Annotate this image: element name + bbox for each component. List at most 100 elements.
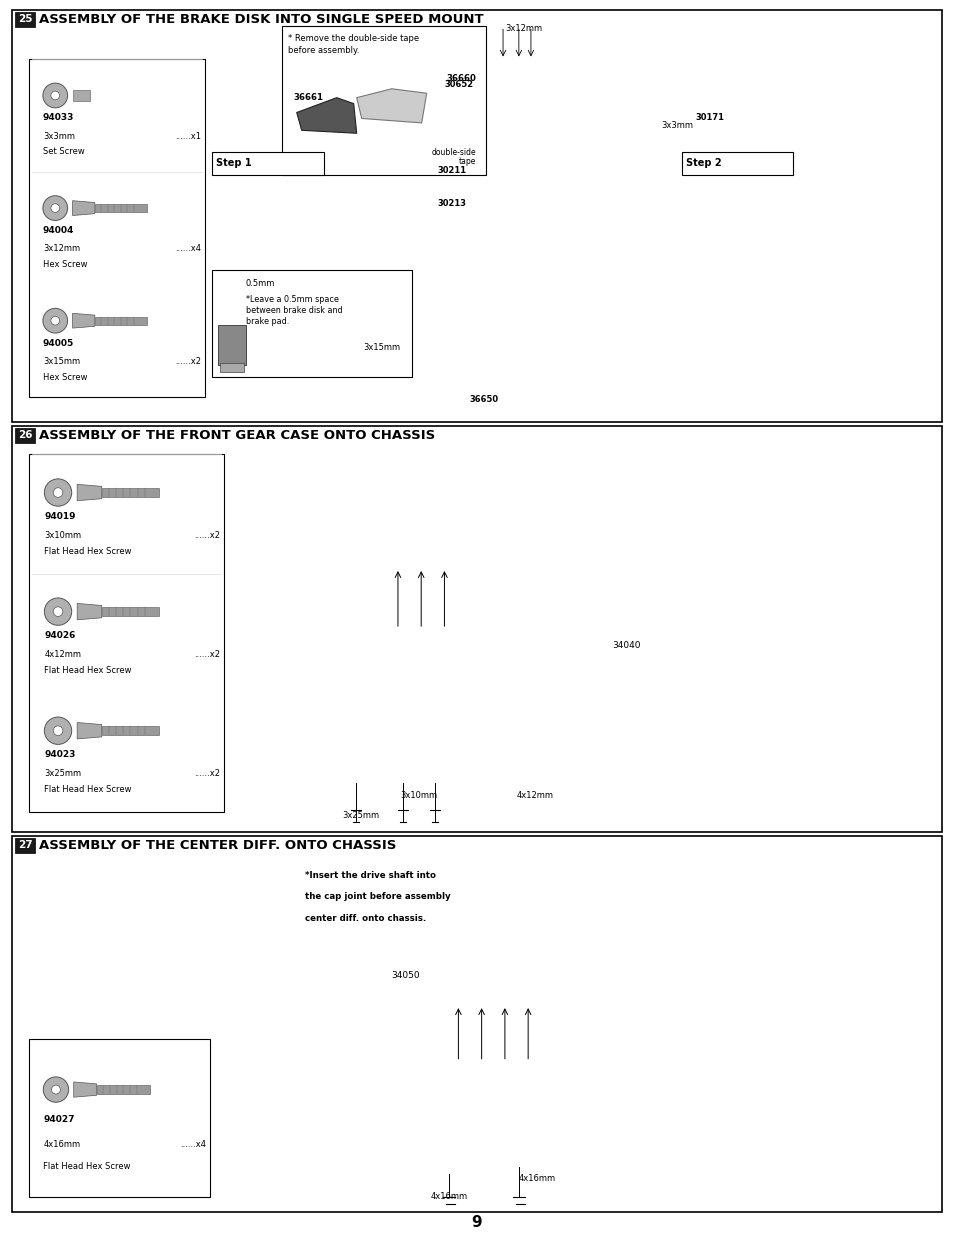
Text: Flat Head Hex Screw: Flat Head Hex Screw <box>45 547 132 556</box>
Text: 3x3mm: 3x3mm <box>43 131 74 141</box>
Text: 94033: 94033 <box>43 114 74 122</box>
Text: ASSEMBLY OF THE BRAKE DISK INTO SINGLE SPEED MOUNT: ASSEMBLY OF THE BRAKE DISK INTO SINGLE S… <box>39 14 483 26</box>
Text: 94019: 94019 <box>45 511 76 521</box>
Polygon shape <box>356 89 426 124</box>
Bar <box>212 152 323 175</box>
Bar <box>102 726 159 735</box>
Polygon shape <box>77 722 102 739</box>
Text: 4x16mm: 4x16mm <box>430 1193 467 1202</box>
Text: ASSEMBLY OF THE FRONT GEAR CASE ONTO CHASSIS: ASSEMBLY OF THE FRONT GEAR CASE ONTO CHA… <box>39 429 435 442</box>
Text: 27: 27 <box>18 841 32 851</box>
Bar <box>12 426 941 832</box>
Text: 3x3mm: 3x3mm <box>660 121 693 130</box>
Text: 3x25mm: 3x25mm <box>342 811 379 820</box>
Text: Hex Screw: Hex Screw <box>43 259 88 269</box>
Text: ......x2: ......x2 <box>193 769 220 778</box>
Polygon shape <box>296 98 356 133</box>
Circle shape <box>53 726 63 736</box>
Text: *Leave a 0.5mm space: *Leave a 0.5mm space <box>246 295 338 304</box>
Text: ......x2: ......x2 <box>175 357 201 366</box>
Text: Flat Head Hex Screw: Flat Head Hex Screw <box>45 785 132 794</box>
Polygon shape <box>77 484 102 500</box>
Circle shape <box>43 309 68 333</box>
Text: before assembly.: before assembly. <box>288 47 358 56</box>
Text: *Insert the drive shaft into: *Insert the drive shaft into <box>305 871 436 881</box>
Text: 3x15mm: 3x15mm <box>363 343 400 352</box>
Bar <box>15 429 35 443</box>
Circle shape <box>43 195 68 221</box>
Text: 3x25mm: 3x25mm <box>45 769 81 778</box>
Text: 94005: 94005 <box>43 338 74 348</box>
Bar <box>15 839 35 853</box>
Text: 94027: 94027 <box>43 1115 74 1124</box>
Text: 30213: 30213 <box>437 199 466 209</box>
Circle shape <box>53 488 63 498</box>
Text: 25: 25 <box>18 15 32 25</box>
Polygon shape <box>77 604 102 620</box>
Text: 94026: 94026 <box>45 631 75 640</box>
Bar <box>220 363 244 372</box>
Text: 0.5mm: 0.5mm <box>246 279 275 288</box>
Bar <box>29 454 224 811</box>
Text: the cap joint before assembly: the cap joint before assembly <box>305 893 450 902</box>
Bar <box>102 488 159 496</box>
Polygon shape <box>72 314 94 329</box>
Text: 94004: 94004 <box>43 226 74 235</box>
Text: ......x2: ......x2 <box>193 531 220 540</box>
Circle shape <box>45 598 71 625</box>
Bar <box>15 12 35 27</box>
Bar <box>12 836 941 1212</box>
Text: 9: 9 <box>471 1215 482 1230</box>
Text: Flat Head Hex Screw: Flat Head Hex Screw <box>45 667 132 676</box>
Bar <box>12 10 941 422</box>
Text: 30652: 30652 <box>444 80 473 89</box>
Bar <box>96 1086 150 1094</box>
Bar <box>94 316 147 325</box>
Bar <box>680 152 792 175</box>
Circle shape <box>43 1077 69 1103</box>
Text: 4x16mm: 4x16mm <box>43 1140 80 1149</box>
Text: 34050: 34050 <box>391 971 419 979</box>
Bar <box>102 608 159 616</box>
Text: Step 2: Step 2 <box>685 158 720 168</box>
Bar <box>94 204 147 212</box>
Text: 4x16mm: 4x16mm <box>518 1173 556 1183</box>
Bar <box>72 90 91 101</box>
Bar <box>29 1039 210 1197</box>
Text: 4x12mm: 4x12mm <box>45 650 81 658</box>
Bar <box>29 59 205 398</box>
Text: between brake disk and: between brake disk and <box>246 305 342 315</box>
Circle shape <box>51 316 59 325</box>
Bar <box>281 26 486 175</box>
Text: center diff. onto chassis.: center diff. onto chassis. <box>305 914 426 923</box>
Text: 30171: 30171 <box>695 112 723 121</box>
Text: Step 1: Step 1 <box>215 158 252 168</box>
Text: Hex Screw: Hex Screw <box>43 373 88 382</box>
Text: 3x12mm: 3x12mm <box>504 23 541 33</box>
Text: tape: tape <box>458 157 476 165</box>
Text: 36650: 36650 <box>470 395 498 404</box>
Text: ......x4: ......x4 <box>180 1140 206 1149</box>
Text: ......x1: ......x1 <box>175 131 201 141</box>
Text: 3x10mm: 3x10mm <box>400 790 437 800</box>
Text: * Remove the double-side tape: * Remove the double-side tape <box>288 35 418 43</box>
Text: double-side: double-side <box>431 148 476 157</box>
Text: 26: 26 <box>18 431 32 441</box>
Text: 34040: 34040 <box>611 641 639 650</box>
Text: ......x4: ......x4 <box>175 245 201 253</box>
Circle shape <box>53 606 63 616</box>
Text: 3x15mm: 3x15mm <box>43 357 80 366</box>
Polygon shape <box>73 1082 96 1097</box>
Bar <box>217 325 246 364</box>
Bar <box>212 269 412 377</box>
Text: 94023: 94023 <box>45 750 75 758</box>
Polygon shape <box>72 200 94 216</box>
Circle shape <box>45 479 71 506</box>
Text: 36661: 36661 <box>294 93 323 103</box>
Text: brake pad.: brake pad. <box>246 316 289 326</box>
Circle shape <box>51 1086 60 1094</box>
Text: 3x10mm: 3x10mm <box>45 531 81 540</box>
Text: ASSEMBLY OF THE CENTER DIFF. ONTO CHASSIS: ASSEMBLY OF THE CENTER DIFF. ONTO CHASSI… <box>39 839 395 852</box>
Text: 4x12mm: 4x12mm <box>517 790 554 800</box>
Circle shape <box>51 91 59 100</box>
